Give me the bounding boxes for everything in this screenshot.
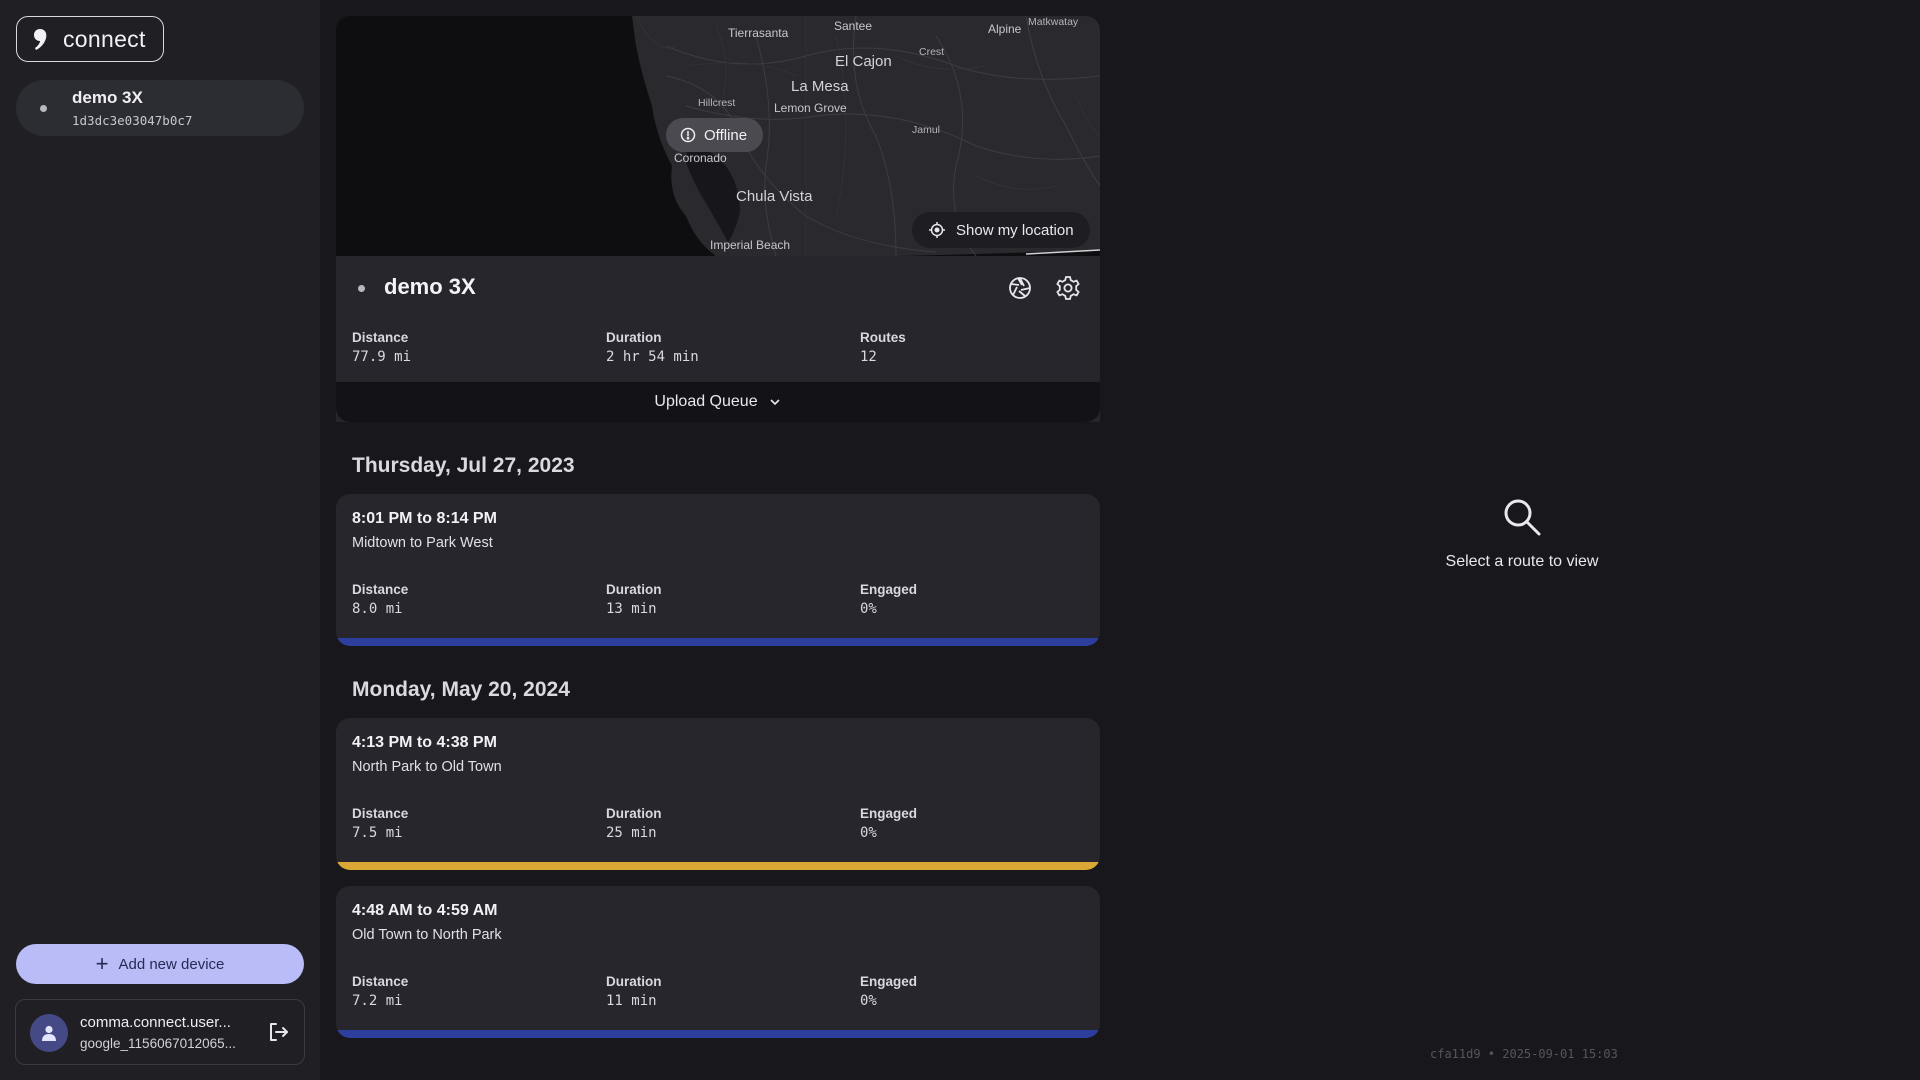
search-icon bbox=[1504, 499, 1541, 536]
show-location-button[interactable]: Show my location bbox=[912, 212, 1090, 248]
map-label: El Cajon bbox=[835, 53, 892, 70]
map-terrain bbox=[632, 16, 1100, 256]
alert-circle-icon bbox=[680, 127, 696, 143]
add-device-button[interactable]: + Add new device bbox=[16, 944, 304, 984]
stat-value: 8.0 mi bbox=[352, 601, 403, 617]
map[interactable]: Tierrasanta Santee Alpine Matkwatay El C… bbox=[336, 16, 1100, 256]
sidebar: connect demo 3X 1d3dc3e03047b0c7 + Add n… bbox=[0, 0, 320, 1080]
add-device-label: Add new device bbox=[118, 955, 225, 973]
connect-logo-button[interactable]: connect bbox=[16, 16, 164, 62]
route-timeline-bar bbox=[336, 1030, 1100, 1038]
map-label: Crest bbox=[919, 46, 945, 58]
upload-queue-label: Upload Queue bbox=[654, 393, 758, 410]
user-icon bbox=[42, 1025, 56, 1041]
upload-queue-toggle[interactable]: Upload Queue bbox=[336, 382, 1100, 422]
route-card[interactable]: 8:01 PM to 8:14 PM Midtown to Park West … bbox=[336, 494, 1100, 646]
device-name: demo 3X bbox=[72, 88, 143, 107]
comma-logo-icon bbox=[34, 29, 47, 50]
map-label: Jamul bbox=[912, 124, 941, 136]
stat-label: Engaged bbox=[860, 582, 918, 597]
chevron-down-icon bbox=[770, 399, 780, 406]
map-label: Hillcrest bbox=[698, 97, 736, 109]
map-label: Tierrasanta bbox=[728, 26, 789, 40]
map-label: Chula Vista bbox=[736, 188, 813, 205]
route-time: 4:48 AM to 4:59 AM bbox=[352, 902, 498, 919]
routes-stat: Routes 12 bbox=[860, 330, 906, 365]
route-name: North Park to Old Town bbox=[352, 759, 502, 775]
stat-value: 7.5 mi bbox=[352, 825, 403, 841]
map-label: La Mesa bbox=[791, 78, 849, 95]
stat-label: Distance bbox=[352, 330, 409, 345]
date-heading: Monday, May 20, 2024 bbox=[352, 678, 570, 701]
device-info-card: demo 3X Distance 77.9 mi Duration 2 hr 5… bbox=[336, 256, 1100, 422]
map-label: Matkwatay bbox=[1028, 16, 1079, 28]
stat-value: 77.9 mi bbox=[352, 349, 412, 365]
account-name: comma.connect.user... bbox=[80, 1014, 231, 1031]
sidebar-device-item[interactable]: demo 3X 1d3dc3e03047b0c7 bbox=[16, 80, 304, 136]
locate-icon bbox=[929, 222, 945, 238]
stat-value: 7.2 mi bbox=[352, 993, 403, 1009]
map-label: Coronado bbox=[674, 151, 727, 165]
distance-stat: Distance 77.9 mi bbox=[352, 330, 411, 365]
device-status-dot bbox=[358, 285, 365, 292]
stat-value: 2 hr 54 min bbox=[606, 349, 699, 365]
empty-state-message: Select a route to view bbox=[1445, 553, 1599, 570]
route-timeline-bar bbox=[336, 638, 1100, 646]
route-time: 4:13 PM to 4:38 PM bbox=[352, 734, 497, 751]
stat-label: Duration bbox=[606, 806, 662, 821]
stat-label: Engaged bbox=[860, 806, 918, 821]
build-info: cfa11d9 • 2025-09-01 15:03 bbox=[1430, 1047, 1618, 1061]
camera-shutter-icon[interactable] bbox=[1006, 274, 1034, 302]
stat-value: 0% bbox=[860, 825, 877, 841]
route-card[interactable]: 4:48 AM to 4:59 AM Old Town to North Par… bbox=[336, 886, 1100, 1038]
plus-icon: + bbox=[95, 951, 109, 976]
date-heading: Thursday, Jul 27, 2023 bbox=[352, 454, 575, 477]
device-title: demo 3X bbox=[384, 274, 476, 299]
route-time: 8:01 PM to 8:14 PM bbox=[352, 510, 497, 527]
account-id: google_1156067012065... bbox=[80, 1036, 236, 1051]
stat-value: 13 min bbox=[606, 601, 657, 617]
device-column: Tierrasanta Santee Alpine Matkwatay El C… bbox=[336, 16, 1100, 1038]
device-id: 1d3dc3e03047b0c7 bbox=[72, 113, 193, 128]
avatar bbox=[30, 1014, 68, 1052]
stat-label: Distance bbox=[352, 806, 409, 821]
route-timeline-bar bbox=[336, 862, 1100, 870]
route-name: Old Town to North Park bbox=[352, 927, 502, 943]
route-name: Midtown to Park West bbox=[352, 535, 493, 551]
stat-label: Engaged bbox=[860, 974, 918, 989]
stat-label: Routes bbox=[860, 330, 906, 345]
stat-label: Distance bbox=[352, 974, 409, 989]
gear-icon[interactable] bbox=[1054, 274, 1082, 302]
offline-status-pill: Offline bbox=[666, 118, 764, 152]
empty-state: Select a route to view bbox=[1434, 496, 1610, 571]
stat-label: Duration bbox=[606, 330, 662, 345]
logout-icon[interactable] bbox=[266, 1020, 290, 1044]
stat-value: 12 bbox=[860, 349, 877, 365]
stat-value: 0% bbox=[860, 993, 877, 1009]
stat-value: 0% bbox=[860, 601, 877, 617]
map-label: Santee bbox=[834, 19, 873, 33]
map-label: Alpine bbox=[988, 22, 1022, 36]
map-label: Imperial Beach bbox=[710, 238, 791, 252]
account-panel: comma.connect.user... google_11560670120… bbox=[15, 999, 305, 1065]
logo-text: connect bbox=[63, 25, 146, 52]
stat-value: 25 min bbox=[606, 825, 657, 841]
map-label: Lemon Grove bbox=[774, 101, 847, 115]
duration-stat: Duration 2 hr 54 min bbox=[606, 330, 699, 365]
offline-label: Offline bbox=[704, 126, 748, 144]
route-card[interactable]: 4:13 PM to 4:38 PM North Park to Old Tow… bbox=[336, 718, 1100, 870]
stat-label: Duration bbox=[606, 582, 662, 597]
stat-value: 11 min bbox=[606, 993, 657, 1009]
device-status-dot bbox=[40, 105, 47, 112]
stat-label: Distance bbox=[352, 582, 409, 597]
show-location-label: Show my location bbox=[956, 221, 1074, 239]
stat-label: Duration bbox=[606, 974, 662, 989]
